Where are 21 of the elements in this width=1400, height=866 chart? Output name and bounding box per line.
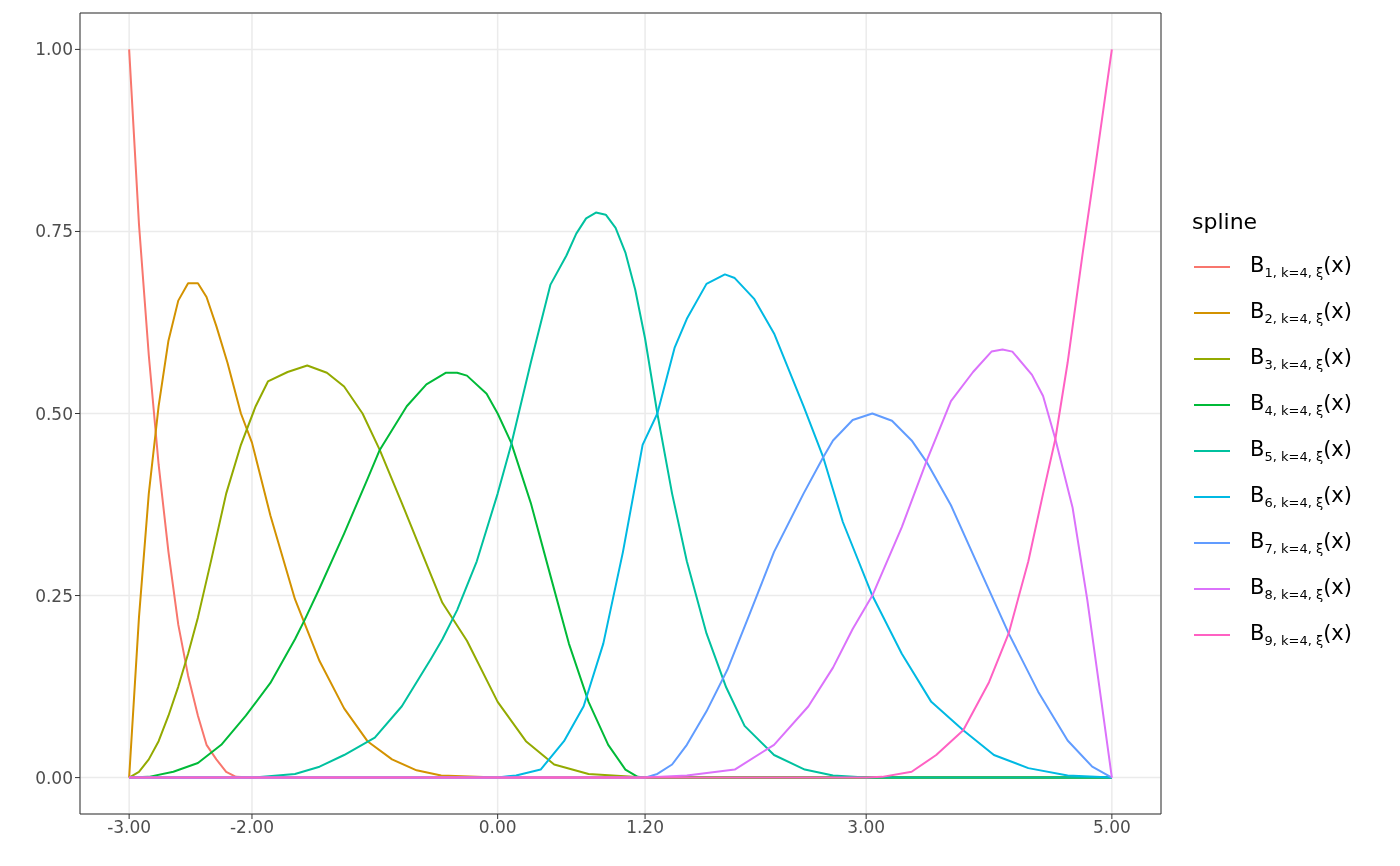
legend-label: B$_{4, k=4, ξ}$(x) <box>1250 390 1352 419</box>
y-tick-label: 0.25 <box>35 585 73 606</box>
legend-label: B$_{8, k=4, ξ}$(x) <box>1250 574 1352 603</box>
x-tick-label: 1.20 <box>626 817 664 838</box>
x-tick-label: 0.00 <box>478 817 517 838</box>
x-tick-label: 3.00 <box>847 817 886 838</box>
legend-label: B$_{1, k=4, ξ}$(x) <box>1250 252 1352 281</box>
legend-label: B$_{5, k=4, ξ}$(x) <box>1250 436 1352 465</box>
legend-title: spline <box>1192 208 1259 234</box>
y-tick-label: 0.00 <box>35 767 73 788</box>
legend-label: B$_{2, k=4, ξ}$(x) <box>1250 298 1352 327</box>
y-tick-label: 1.00 <box>35 39 73 60</box>
y-tick-label: 0.50 <box>35 403 73 424</box>
x-tick-label: -3.00 <box>107 817 152 838</box>
y-tick-label: 0.75 <box>35 221 73 242</box>
legend-label: B$_{6, k=4, ξ}$(x) <box>1250 482 1352 511</box>
x-tick-label: -2.00 <box>229 817 274 838</box>
legend-label: B$_{7, k=4, ξ}$(x) <box>1250 528 1352 557</box>
legend-label: B$_{3, k=4, ξ}$(x) <box>1250 344 1352 373</box>
x-tick-label: 5.00 <box>1092 817 1131 838</box>
legend-label: B$_{9, k=4, ξ}$(x) <box>1250 620 1352 649</box>
